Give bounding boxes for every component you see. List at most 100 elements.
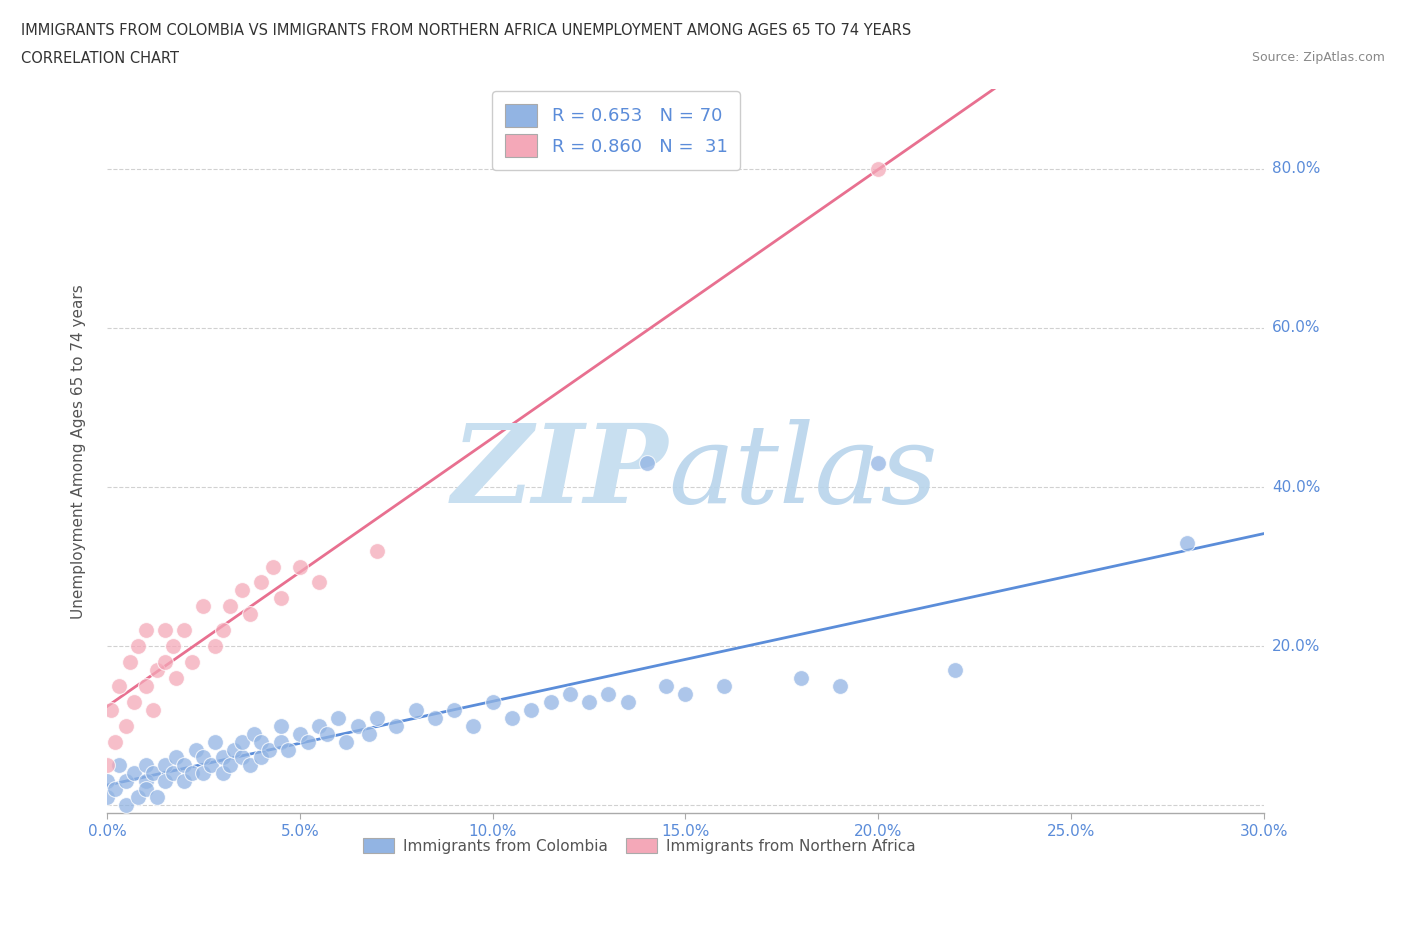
Text: IMMIGRANTS FROM COLOMBIA VS IMMIGRANTS FROM NORTHERN AFRICA UNEMPLOYMENT AMONG A: IMMIGRANTS FROM COLOMBIA VS IMMIGRANTS F… [21,23,911,38]
Point [270,591,292,605]
Point [173,623,195,638]
Point [868,162,890,177]
Point [308,575,330,590]
Point [308,718,330,733]
Point [135,774,157,789]
Point [115,798,138,813]
Point [135,623,157,638]
Point [636,456,658,471]
Point [115,774,138,789]
Point [463,718,485,733]
Point [250,575,273,590]
Point [135,679,157,694]
Point [655,679,678,694]
Text: ZIP: ZIP [451,419,668,526]
Point [153,655,176,670]
Point [153,623,176,638]
Y-axis label: Unemployment Among Ages 65 to 74 years: Unemployment Among Ages 65 to 74 years [72,284,86,618]
Point [122,695,145,710]
Point [219,758,242,773]
Point [153,758,176,773]
Point [713,679,735,694]
Point [346,718,368,733]
Point [366,543,388,558]
Text: 20.0%: 20.0% [1272,639,1320,654]
Point [204,639,226,654]
Point [520,702,543,717]
Point [540,695,562,710]
Point [193,750,215,764]
Point [135,782,157,797]
Point [127,639,149,654]
Point [135,758,157,773]
Point [146,790,169,804]
Point [315,726,337,741]
Point [288,726,311,741]
Point [385,718,408,733]
Point [200,758,222,773]
Point [501,711,523,725]
Point [122,766,145,781]
Point [127,790,149,804]
Point [242,726,264,741]
Point [104,734,127,749]
Legend: Immigrants from Colombia, Immigrants from Northern Africa: Immigrants from Colombia, Immigrants fro… [357,831,921,859]
Point [366,711,388,725]
Point [231,734,253,749]
Point [146,662,169,677]
Point [828,679,851,694]
Point [578,695,600,710]
Point [211,766,233,781]
Text: 60.0%: 60.0% [1272,321,1320,336]
Point [277,742,299,757]
Point [96,774,118,789]
Point [239,607,262,622]
Point [100,702,122,717]
Point [153,774,176,789]
Point [405,702,427,717]
Point [115,718,138,733]
Point [107,679,129,694]
Point [790,671,813,685]
Point [868,456,890,471]
Point [231,583,253,598]
Point [270,718,292,733]
Text: 40.0%: 40.0% [1272,480,1320,495]
Point [257,742,280,757]
Point [120,655,142,670]
Point [211,623,233,638]
Text: 80.0%: 80.0% [1272,162,1320,177]
Point [184,742,207,757]
Point [239,758,262,773]
Point [166,671,188,685]
Point [1175,536,1198,551]
Point [945,662,967,677]
Point [142,702,165,717]
Point [335,734,357,749]
Point [162,766,184,781]
Point [481,695,503,710]
Point [262,559,284,574]
Point [328,711,350,725]
Point [423,711,446,725]
Point [107,758,129,773]
Point [162,639,184,654]
Point [250,750,273,764]
Point [224,742,246,757]
Point [219,599,242,614]
Point [211,750,233,764]
Point [180,655,202,670]
Point [96,758,118,773]
Point [173,774,195,789]
Point [558,686,581,701]
Point [250,734,273,749]
Point [142,766,165,781]
Point [204,734,226,749]
Point [297,734,319,749]
Text: Source: ZipAtlas.com: Source: ZipAtlas.com [1251,51,1385,64]
Text: CORRELATION CHART: CORRELATION CHART [21,51,179,66]
Point [231,750,253,764]
Point [359,726,381,741]
Point [166,750,188,764]
Point [598,686,620,701]
